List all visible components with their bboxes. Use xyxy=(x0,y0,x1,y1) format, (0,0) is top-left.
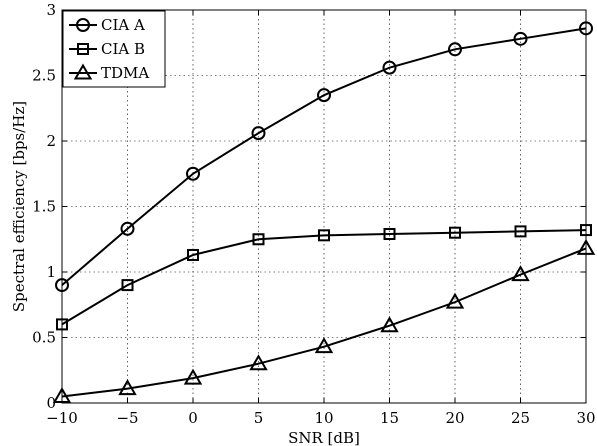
series-cia-a xyxy=(55,21,593,293)
legend-item-cia-a: CIA A xyxy=(69,16,145,34)
data-point-tdma xyxy=(511,265,530,282)
data-point-cia-b xyxy=(514,225,527,238)
y-tick-label: 1.5 xyxy=(32,198,56,216)
data-point-cia-a xyxy=(120,221,135,236)
legend-item-tdma: TDMA xyxy=(69,63,149,82)
x-tick-label: 5 xyxy=(254,409,264,427)
data-point-tdma xyxy=(380,316,399,333)
ticks: −10 −5 0 5 10 15 20 25 30 0 0.5 1 1.5 2 2.5 3 xyxy=(32,1,595,427)
series-cia-b xyxy=(56,224,592,331)
data-point-cia-a xyxy=(317,88,331,103)
data-point-cia-a xyxy=(251,126,266,141)
legend-label: CIA A xyxy=(101,16,145,34)
legend-marker xyxy=(77,43,89,55)
data-point-cia-a xyxy=(186,166,200,181)
y-tick-label: 3 xyxy=(46,1,56,19)
data-point-tdma xyxy=(249,354,268,371)
legend-label: CIA B xyxy=(101,40,145,58)
legend: CIA A CIA B TDMA xyxy=(62,10,166,88)
series-line-cia-a xyxy=(61,27,587,286)
x-tick-label: −10 xyxy=(46,409,78,427)
data-point-cia-b xyxy=(121,279,134,292)
series-line-tdma xyxy=(61,247,587,398)
data-point-cia-b xyxy=(187,248,199,261)
x-tick-label: −5 xyxy=(116,409,138,427)
data-point-tdma xyxy=(576,238,596,255)
x-tick-label: 25 xyxy=(511,409,530,427)
y-tick-label: 0 xyxy=(46,394,56,412)
y-tick-label: 0.5 xyxy=(32,329,56,347)
x-tick-label: 15 xyxy=(380,409,399,427)
x-tick-label: 10 xyxy=(314,409,333,427)
legend-item-cia-b: CIA B xyxy=(69,40,145,58)
data-point-cia-a xyxy=(382,60,397,75)
data-point-tdma xyxy=(52,386,72,403)
x-axis-label: SNR [dB] xyxy=(288,429,360,446)
data-point-tdma xyxy=(183,368,203,385)
data-point-cia-b xyxy=(383,228,396,241)
series-tdma xyxy=(52,238,596,403)
y-tick-label: 2.5 xyxy=(32,67,56,85)
data-point-tdma xyxy=(118,379,137,396)
data-point-cia-a xyxy=(513,31,528,46)
series-line-cia-b xyxy=(61,229,587,326)
data-point-cia-b xyxy=(449,226,461,239)
data-point-cia-a xyxy=(448,42,462,57)
x-tick-label: 30 xyxy=(576,409,595,427)
data-point-tdma xyxy=(314,337,334,354)
y-tick-label: 2 xyxy=(46,132,56,150)
data-point-cia-a xyxy=(579,21,593,36)
y-axis-label: Spectral efficiency [bps/Hz] xyxy=(10,101,28,312)
data-point-cia-b xyxy=(318,229,330,242)
y-tick-label: 1 xyxy=(46,263,56,281)
legend-marker xyxy=(76,18,90,32)
x-tick-label: 20 xyxy=(445,409,464,427)
data-point-cia-b xyxy=(56,318,68,331)
legend-label: TDMA xyxy=(101,64,149,82)
data-point-cia-b xyxy=(252,233,265,246)
legend-marker xyxy=(73,63,93,80)
data-point-cia-b xyxy=(580,224,592,237)
series-layer xyxy=(52,21,596,403)
data-point-tdma xyxy=(445,292,465,309)
data-point-cia-a xyxy=(55,278,69,293)
x-tick-label: 0 xyxy=(188,409,198,427)
